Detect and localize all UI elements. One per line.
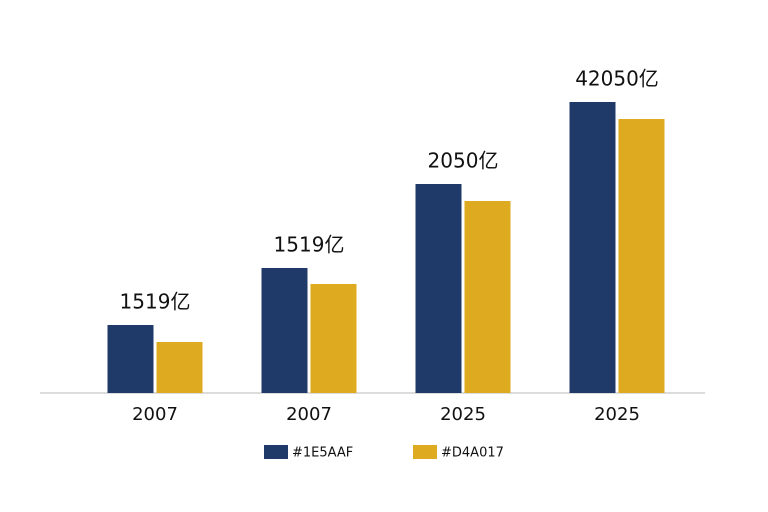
annotation: 2050亿 (428, 149, 499, 173)
bar (618, 119, 665, 393)
annotation: 42050亿 (575, 67, 659, 91)
bar (261, 268, 308, 393)
bar (310, 284, 357, 393)
legend-label: #1E5AAF (292, 446, 353, 461)
legend-swatch (413, 445, 437, 459)
x-tick-label: 2025 (440, 404, 486, 425)
legend-label: #D4A017 (441, 446, 504, 461)
bar (156, 342, 203, 393)
bar (464, 201, 511, 393)
bar (107, 325, 154, 393)
x-tick-label: 2025 (594, 404, 640, 425)
bar (569, 102, 616, 393)
annotation: 1519亿 (120, 290, 191, 314)
bar (415, 184, 462, 393)
x-tick-label: 2007 (132, 404, 178, 425)
x-tick-label: 2007 (286, 404, 332, 425)
annotation: 1519亿 (274, 233, 345, 257)
legend-swatch (264, 445, 288, 459)
